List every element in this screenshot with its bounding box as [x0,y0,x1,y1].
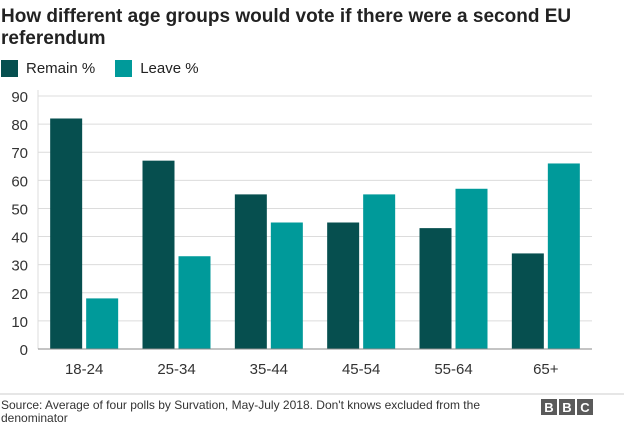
x-tick-label: 65+ [533,361,559,378]
bar-leave [547,163,580,349]
y-tick-label: 20 [11,286,28,303]
x-tick-label: 45-54 [342,361,380,378]
legend-label-leave: Leave % [140,60,199,77]
bar-chart: 0 10 20 30 40 50 60 70 80 90 18-24 25-34 35-44 45-54 5… [0,89,624,395]
x-tick-label: 55-64 [434,361,472,378]
y-tick-label: 60 [11,173,28,190]
bar-remain [50,118,83,349]
x-tick-label: 18-24 [65,361,103,378]
source-note: Source: Average of four polls by Survati… [1,398,480,425]
y-tick-label: 80 [11,117,28,134]
chart-title: How different age groups would vote if t… [1,6,572,49]
y-tick-label: 90 [11,89,28,106]
legend-item-leave: Leave % [115,60,199,77]
bar-remain [327,222,360,349]
legend-label-remain: Remain % [26,60,96,77]
y-tick-label: 0 [20,342,28,359]
y-tick-label: 10 [11,314,28,331]
bar-remain [142,160,175,349]
y-tick-label: 70 [11,145,28,162]
y-tick-label: 30 [11,258,28,275]
y-tick-label: 50 [11,201,28,218]
x-tick-label: 35-44 [250,361,288,378]
bar-remain [511,253,544,349]
bar-leave [178,256,211,349]
bar-leave [455,188,488,349]
bar-leave [270,222,303,349]
legend: Remain % Leave % [1,60,219,77]
x-tick-label: 25-34 [157,361,195,378]
bar-leave [363,194,396,349]
bar-remain [419,228,452,349]
y-tick-label: 40 [11,230,28,247]
bar-leave [86,298,119,349]
legend-swatch-leave [115,60,133,77]
legend-item-remain: Remain % [1,60,95,77]
bar-remain [234,194,267,349]
legend-swatch-remain [1,60,18,77]
